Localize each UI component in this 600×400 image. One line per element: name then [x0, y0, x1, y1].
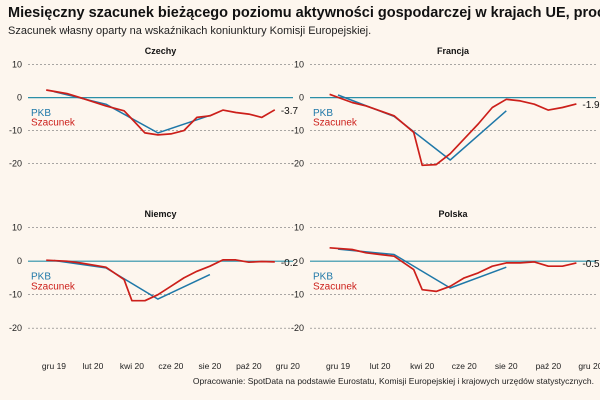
y-tick-label: 10	[12, 223, 22, 233]
legend-label-pkb: PKB	[31, 272, 51, 283]
legend-label-szacunek: Szacunek	[31, 282, 76, 293]
last-value-label: -3.7	[281, 106, 299, 117]
x-tick-label: paź 20	[536, 361, 562, 371]
panel-title: Polska	[438, 209, 468, 219]
last-value-label: -0.5	[582, 259, 600, 270]
panel-title: Niemcy	[144, 209, 176, 219]
x-tick-label: gru 20	[578, 361, 600, 371]
last-value-label: -1.9	[582, 100, 600, 111]
y-tick-label: 10	[294, 223, 304, 233]
x-tick-label: lut 20	[83, 361, 104, 371]
x-tick-label: cze 20	[158, 361, 183, 371]
y-tick-label: 0	[17, 93, 22, 103]
y-tick-label: -10	[291, 290, 304, 300]
panel-title: Czechy	[145, 46, 177, 56]
x-tick-label: paź 20	[236, 361, 262, 371]
y-tick-label: 0	[299, 256, 304, 266]
y-tick-label: 0	[17, 256, 22, 266]
legend-label-pkb: PKB	[31, 108, 51, 119]
x-tick-label: sie 20	[495, 361, 518, 371]
x-tick-label: kwi 20	[120, 361, 144, 371]
panel-polska: Polska 10 0 -10 -20 gru 19 lut 20 kwi 20 cze 20 s…	[291, 209, 600, 371]
y-tick-label: -10	[9, 290, 22, 300]
y-tick-label: 10	[12, 60, 22, 70]
x-tick-label: gru 20	[276, 361, 300, 371]
x-tick-label: gru 19	[42, 361, 66, 371]
page-title: Miesięczny szacunek bieżącego poziomu ak…	[8, 5, 600, 21]
y-tick-label: -20	[291, 159, 304, 169]
legend-label-szacunek: Szacunek	[31, 118, 76, 129]
x-tick-label: sie 20	[199, 361, 222, 371]
legend-label-szacunek: Szacunek	[313, 118, 358, 129]
y-tick-label: -20	[291, 323, 304, 333]
source-note: Opracowanie: SpotData na podstawie Euros…	[192, 376, 594, 386]
series-line-szacunek	[329, 246, 577, 293]
legend-label-pkb: PKB	[313, 272, 333, 283]
series-line-szacunek	[329, 93, 577, 167]
legend-label-pkb: PKB	[313, 108, 333, 119]
page-subtitle: Szacunek własny oparty na wskaźnikach ko…	[8, 25, 372, 37]
x-tick-label: gru 19	[326, 361, 350, 371]
series-line-pkb	[337, 248, 507, 289]
y-tick-label: -20	[9, 159, 22, 169]
y-tick-label: -10	[9, 126, 22, 136]
y-tick-label: 10	[294, 60, 304, 70]
x-tick-label: cze 20	[452, 361, 477, 371]
series-line-szacunek	[46, 89, 276, 136]
y-tick-label: -20	[9, 323, 22, 333]
last-value-label: -0.2	[281, 258, 299, 269]
series-line-pkb	[53, 259, 211, 300]
series-line-szacunek	[46, 259, 275, 302]
x-tick-label: lut 20	[370, 361, 391, 371]
y-tick-label: 0	[299, 93, 304, 103]
y-tick-label: -10	[291, 126, 304, 136]
panel-niemcy: Niemcy 10 0 -10 -20 gru 19 lut 20 kwi 20 cze 20 s…	[9, 209, 300, 371]
panel-title: Francja	[437, 46, 470, 56]
x-tick-label: kwi 20	[410, 361, 434, 371]
legend-label-szacunek: Szacunek	[313, 282, 358, 293]
